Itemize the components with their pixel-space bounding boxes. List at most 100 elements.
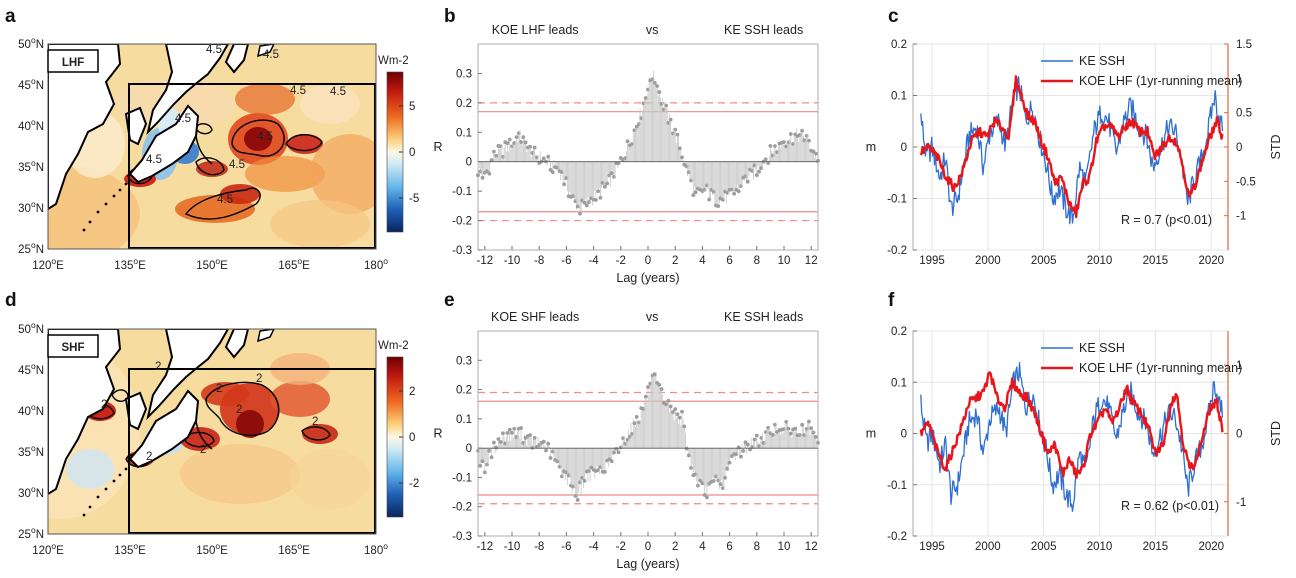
shf-correlation-point xyxy=(677,415,682,420)
lhf-xtick-label: -8 xyxy=(534,255,544,267)
lhf-correlation-point xyxy=(519,140,523,144)
shf-xtick-label: 12 xyxy=(805,541,818,553)
shf-ytick-label: 0.1 xyxy=(891,377,907,389)
shf-correlation-point xyxy=(652,372,657,377)
shf-contour-label: 2 xyxy=(216,383,222,395)
shf-timeseries-chart: -0.2 -0.1 0 0.1 0.2 1995 2000 2005 2010 2015 2020 -… xyxy=(866,326,1283,553)
lhf-xlabel: Lag (years) xyxy=(616,271,679,285)
shf-correlation-point xyxy=(548,456,553,460)
lhf-contour-label: 4.5 xyxy=(146,154,162,166)
lhf-xtick-label: -6 xyxy=(561,255,571,267)
shf-correlation-point xyxy=(800,422,805,427)
shf-ylabel: R xyxy=(433,427,442,441)
lhf-anomaly-patch xyxy=(270,200,370,248)
lhf-correlation-point xyxy=(680,155,684,160)
shf-correlation-point xyxy=(480,459,485,464)
lhf-correlation-point xyxy=(807,138,811,143)
shf-contour xyxy=(183,431,215,448)
lhf-contour xyxy=(285,134,323,152)
lhf-ytick-label: 0.3 xyxy=(456,68,472,80)
shf-xtick-label: 2 xyxy=(672,541,678,553)
shf-correlation-point xyxy=(575,498,580,502)
lhf-correlation-point xyxy=(603,184,607,189)
shf-variable-label: SHF xyxy=(62,342,85,354)
shf-xtick-label: -2 xyxy=(616,541,626,553)
lhf-xtick-label: -2 xyxy=(616,255,626,267)
shf-title-mid: vs xyxy=(646,310,659,324)
shf-colorbar-tick: -2 xyxy=(409,478,419,490)
shf-correlation-point xyxy=(673,407,678,412)
lhf-lat-tick: 35oN xyxy=(18,158,44,174)
shf-lat-tick: 50oN xyxy=(18,320,44,336)
shf-correlation-point xyxy=(659,387,664,391)
shf-contour-label: 2 xyxy=(155,361,161,373)
shf-y2tick-label: 0 xyxy=(1236,429,1242,441)
shf-correlation-point xyxy=(498,440,503,444)
shf-ytick-label: 0.3 xyxy=(456,355,472,367)
shf-correlation-point xyxy=(491,440,496,445)
lhf-contour xyxy=(184,187,261,220)
shf-correlation-point xyxy=(609,459,614,464)
shf-correlation-point xyxy=(664,402,669,407)
panel-label-c: c xyxy=(888,6,899,27)
lhf-xtick-label: 12 xyxy=(805,255,818,267)
lhf-y2tick-label: 0 xyxy=(1236,142,1242,154)
shf-correlation-point xyxy=(632,421,637,426)
shf-correlation-point xyxy=(505,431,510,435)
shf-correlation-point xyxy=(582,478,587,483)
lhf-y2tick-label: 0.5 xyxy=(1236,108,1252,120)
shf-correlation-point xyxy=(519,426,523,430)
lhf-correlation-point xyxy=(716,204,721,209)
lhf-xtick-label: 2005 xyxy=(1031,255,1057,267)
lhf-correlation-point xyxy=(707,197,712,202)
lhf-correlation-point xyxy=(514,135,519,140)
shf-contour-label: 2 xyxy=(200,444,206,456)
lhf-xtick-label: 0 xyxy=(645,255,651,267)
lhf-correlation-point xyxy=(732,191,737,196)
shf-xtick-label: 4 xyxy=(699,541,706,553)
lhf-contour-label: 4.5 xyxy=(206,44,222,56)
shf-correlation-point xyxy=(718,482,723,487)
shf-ytick-label: -0.2 xyxy=(887,531,907,543)
shf-correlation-point xyxy=(657,382,662,387)
lhf-correlation-point xyxy=(736,189,741,194)
lhf-lag-chart: -0.3 -0.2 -0.1 0 0.1 0.2 0.3 -12 -10 -8 -6 -4 -2 0 2 4 6… xyxy=(433,23,820,285)
shf-colorbar-tick: 2 xyxy=(409,386,415,398)
shf-correlation-point xyxy=(754,433,759,438)
shf-anomaly-patch xyxy=(201,382,249,406)
shf-koe-flux-line xyxy=(919,371,1224,480)
shf-xtick-label: 8 xyxy=(754,541,760,553)
shf-lat-tick: 35oN xyxy=(18,443,44,459)
lhf-map-frame xyxy=(47,43,377,250)
lhf-y2label: STD xyxy=(1269,135,1283,160)
lhf-lat-tick: 40oN xyxy=(18,117,44,133)
lhf-lat-tick: 30oN xyxy=(18,199,44,215)
shf-ylabel: m xyxy=(866,427,876,441)
shf-anomaly-patch xyxy=(66,449,114,489)
shf-correlation-point xyxy=(616,450,621,455)
shf-xtick-label: -10 xyxy=(504,541,521,553)
lhf-xtick-label: 2 xyxy=(672,255,678,267)
lhf-ytick-label: 0.2 xyxy=(456,98,472,110)
lhf-correlation-point xyxy=(584,203,589,208)
lhf-correlation-point xyxy=(494,153,499,158)
shf-correlation-point xyxy=(510,430,514,435)
shf-correlation-point xyxy=(634,414,639,419)
shf-y2tick-label: 1 xyxy=(1236,360,1242,372)
lhf-correlation-point xyxy=(476,173,480,178)
lhf-ytick-label: 0.1 xyxy=(456,127,472,139)
shf-colorbar-unit: Wm-2 xyxy=(378,340,409,352)
shf-xtick-label: 0 xyxy=(645,541,651,553)
shf-lat-tick: 45oN xyxy=(18,361,44,377)
shf-correlation-point xyxy=(807,419,811,424)
lhf-xtick-label: 1995 xyxy=(919,255,945,267)
lhf-ytick-label: -0.2 xyxy=(887,245,907,257)
shf-correlation-point xyxy=(573,494,578,498)
shf-lon-tick: 135oE xyxy=(114,541,146,557)
lhf-correlation-point xyxy=(677,146,682,151)
lhf-ytick-label: 0 xyxy=(901,142,907,154)
shf-correlation-point xyxy=(705,495,709,500)
shf-ytick-label: 0.2 xyxy=(456,385,472,397)
lhf-lon-tick: 135oE xyxy=(114,256,146,272)
shf-contour-label: 2 xyxy=(256,373,262,385)
